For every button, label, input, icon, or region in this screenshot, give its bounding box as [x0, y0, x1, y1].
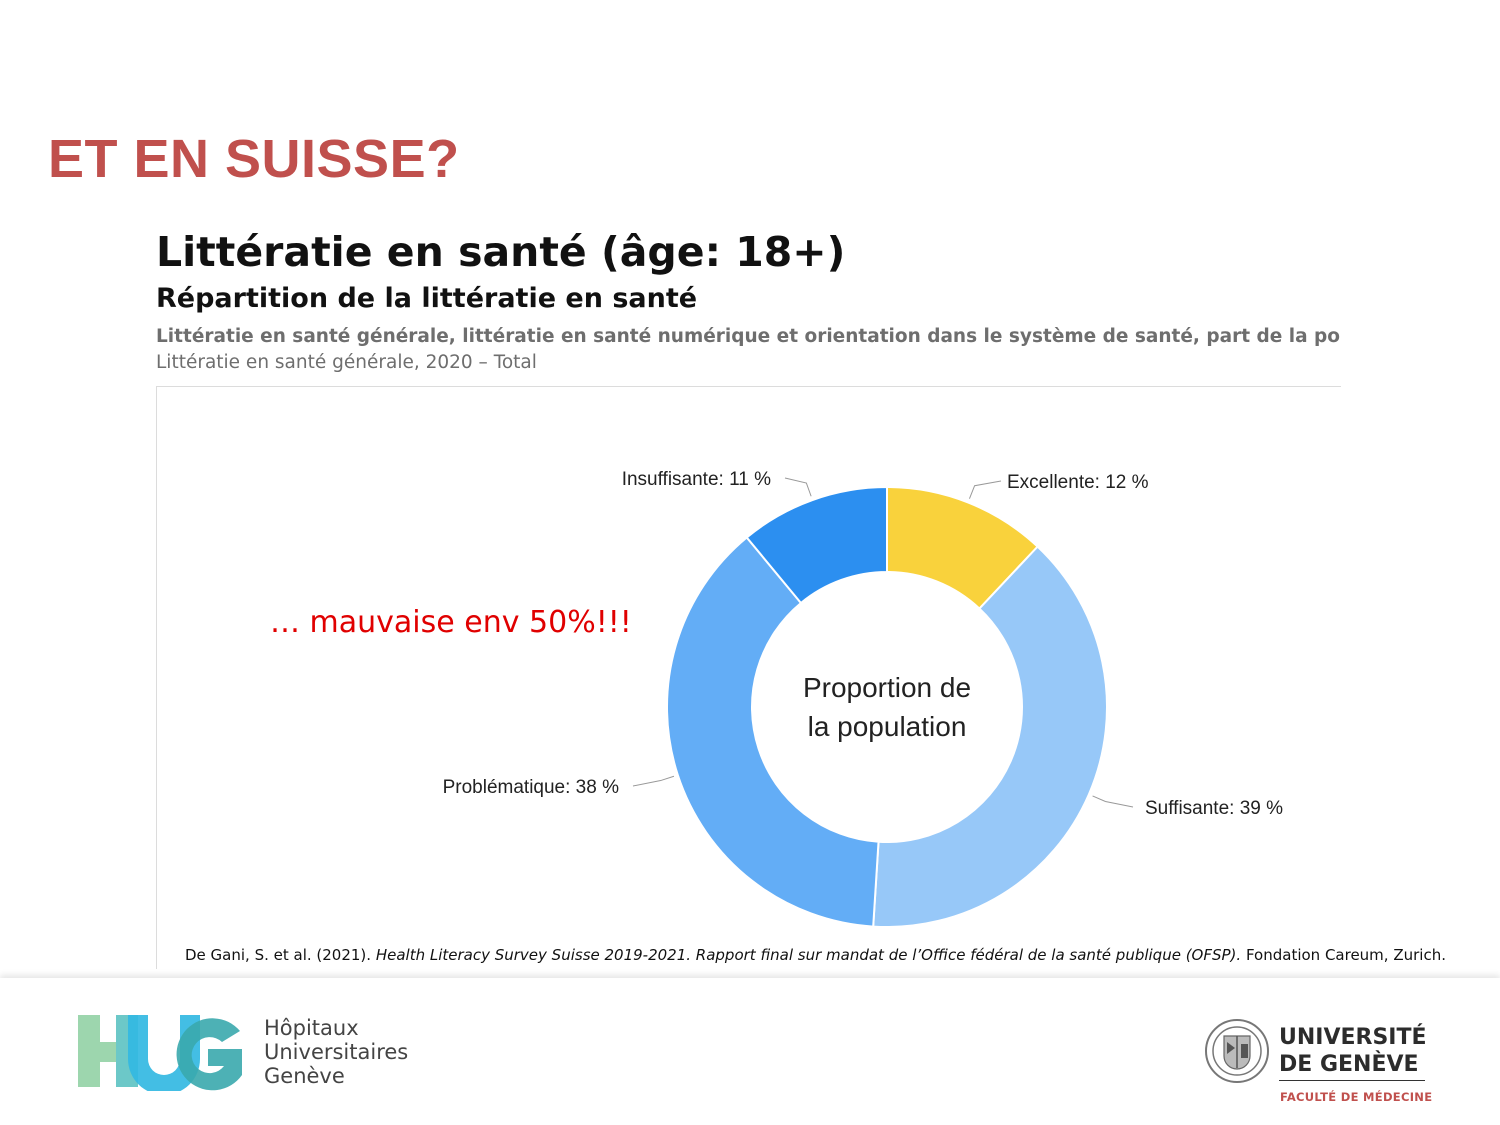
- donut-chart: Excellente: 12 % Suffisante: 39 % Probléma…: [443, 469, 1283, 928]
- unige-seal-icon: [1205, 1019, 1269, 1083]
- panel-title: Littératie en santé (âge: 18+): [156, 228, 846, 276]
- donut-slice-suffisante: [872, 545, 1108, 928]
- hug-line-1: Hôpitaux: [264, 1016, 359, 1040]
- leader-line-insuffisante: [784, 477, 812, 497]
- unige-line-1: UNIVERSITÉ: [1279, 1025, 1427, 1050]
- panel-description: Littératie en santé générale, littératie…: [156, 326, 1341, 347]
- slice-label-excellente: Excellente: 12 %: [1007, 472, 1149, 493]
- leader-line-excellente: [968, 480, 1002, 499]
- hug-line-3: Genève: [264, 1064, 345, 1088]
- unige-line-2: DE GENÈVE: [1279, 1052, 1419, 1077]
- donut-slice-insuffisante: [745, 485, 888, 605]
- unige-wordmark: UNIVERSITÉ DE GENÈVE: [1279, 1024, 1427, 1081]
- slice-label-problématique: Problématique: 38 %: [443, 777, 619, 798]
- annotation-text: … mauvaise env 50%!!!: [270, 605, 632, 640]
- citation-title: Health Literacy Survey Suisse 2019-2021.…: [375, 946, 1242, 964]
- citation: De Gani, S. et al. (2021). Health Litera…: [185, 946, 1446, 964]
- hug-line-2: Universitaires: [264, 1040, 409, 1064]
- donut-center-label-1: Proportion de: [803, 672, 971, 703]
- hug-logo-icon: [78, 1015, 242, 1091]
- panel-filter: Littératie en santé générale, 2020 – Tot…: [156, 352, 537, 373]
- slice-label-suffisante: Suffisante: 39 %: [1145, 798, 1283, 819]
- leader-line-problématique: [632, 775, 675, 787]
- citation-publisher: Fondation Careum, Zurich.: [1241, 946, 1446, 964]
- slide-title: ET EN SUISSE?: [48, 129, 460, 189]
- hug-wordmark: Hôpitaux Universitaires Genève: [264, 1016, 408, 1088]
- donut-center-label-2: la population: [808, 711, 967, 742]
- chart-frame: Excellente: 12 % Suffisante: 39 % Probléma…: [156, 386, 1341, 969]
- panel-subtitle: Répartition de la littératie en santé: [156, 283, 698, 314]
- footer: Hôpitaux Universitaires Genève UNIVERSIT…: [0, 978, 1500, 1125]
- citation-authors: De Gani, S. et al. (2021).: [185, 946, 376, 964]
- leader-line-suffisante: [1092, 795, 1134, 808]
- slice-label-insuffisante: Insuffisante: 11 %: [622, 469, 771, 490]
- unige-faculty: FACULTÉ DE MÉDECINE: [1280, 1090, 1433, 1104]
- donut-slice-problématique: [666, 536, 880, 928]
